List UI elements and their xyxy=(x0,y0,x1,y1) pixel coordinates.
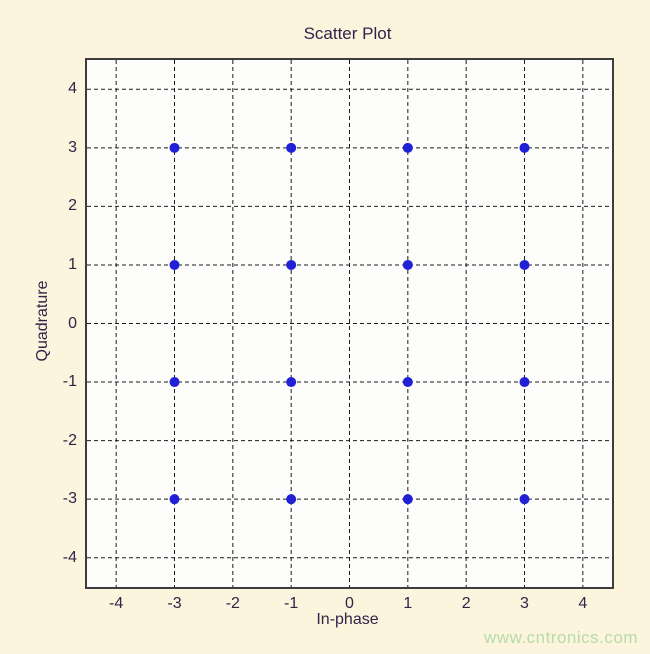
data-point xyxy=(286,377,297,388)
y-tick-label: 3 xyxy=(68,138,77,156)
data-point xyxy=(286,142,297,153)
x-tick-label: 0 xyxy=(345,595,354,612)
y-tick-label: -4 xyxy=(62,548,77,566)
y-tick-label: 0 xyxy=(68,314,77,332)
data-point xyxy=(286,259,297,270)
data-point xyxy=(402,377,413,388)
plot-area xyxy=(85,58,614,589)
data-point xyxy=(169,377,180,388)
data-point xyxy=(519,259,530,270)
watermark: www.cntronics.com xyxy=(484,628,638,647)
x-tick-label: 1 xyxy=(403,595,413,612)
data-point xyxy=(169,142,180,153)
chart-title: Scatter Plot xyxy=(303,24,392,43)
y-tick-label: 2 xyxy=(68,197,77,215)
y-axis-label: Quadrature xyxy=(34,280,51,362)
y-tick-label: 4 xyxy=(68,80,77,98)
y-tick-label: -3 xyxy=(62,490,77,508)
data-point xyxy=(402,142,413,153)
data-point xyxy=(169,259,180,270)
x-axis-label: In-phase xyxy=(316,611,379,628)
x-tick-label: 2 xyxy=(461,595,471,612)
x-tick-label: -3 xyxy=(167,595,182,612)
data-point xyxy=(519,142,530,153)
y-tick-label: -2 xyxy=(62,431,77,449)
data-point xyxy=(169,494,180,505)
data-point xyxy=(519,494,530,505)
plot-canvas xyxy=(87,60,612,587)
x-tick-label: 4 xyxy=(578,595,588,612)
x-tick-label: 3 xyxy=(520,595,529,612)
y-tick-label: -1 xyxy=(62,373,77,391)
data-point xyxy=(402,259,413,270)
data-point xyxy=(402,494,413,505)
data-point xyxy=(286,494,297,505)
x-tick-label: -1 xyxy=(284,595,299,612)
y-tick-label: 1 xyxy=(68,255,77,273)
x-tick-label: -4 xyxy=(109,595,124,612)
x-tick-label: -2 xyxy=(225,595,240,612)
data-point xyxy=(519,377,530,388)
